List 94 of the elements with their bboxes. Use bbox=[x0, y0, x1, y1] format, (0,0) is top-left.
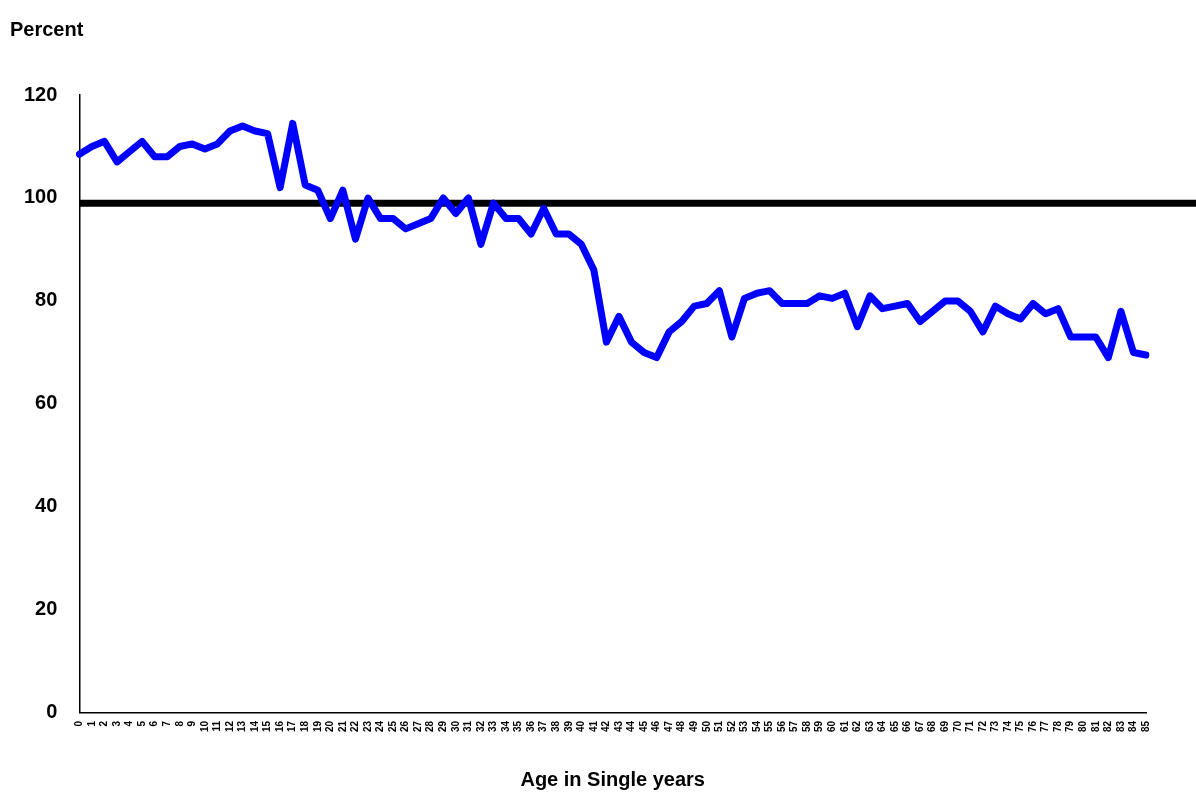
x-tick-label: 73 bbox=[989, 720, 1001, 732]
x-tick-label: 64 bbox=[876, 720, 888, 732]
x-tick-label: 41 bbox=[587, 720, 599, 732]
x-tick-label: 70 bbox=[951, 720, 963, 732]
x-tick-label: 33 bbox=[487, 720, 499, 732]
x-tick-label: 57 bbox=[788, 720, 800, 732]
x-tick-label: 2 bbox=[98, 720, 110, 727]
x-tick-label: 21 bbox=[336, 720, 348, 732]
x-tick-label: 23 bbox=[361, 720, 373, 732]
x-tick-label: 10 bbox=[198, 720, 210, 732]
x-tick-label: 60 bbox=[826, 720, 838, 732]
x-tick-label: 75 bbox=[1014, 720, 1026, 732]
x-tick-label: 31 bbox=[462, 720, 474, 732]
x-tick-label: 43 bbox=[612, 720, 624, 732]
x-tick-label: 56 bbox=[775, 720, 787, 732]
x-tick-label: 67 bbox=[913, 720, 925, 732]
x-tick-label: 9 bbox=[186, 720, 198, 727]
x-tick-label: 11 bbox=[211, 720, 223, 732]
y-tick-label: 60 bbox=[35, 391, 58, 414]
x-tick-label: 66 bbox=[901, 720, 913, 732]
x-tick-label: 14 bbox=[248, 720, 260, 732]
x-tick-label: 54 bbox=[750, 720, 762, 732]
x-tick-label: 83 bbox=[1114, 720, 1126, 732]
y-tick-label: 20 bbox=[35, 597, 58, 620]
x-tick-label: 26 bbox=[399, 720, 411, 732]
x-tick-label: 3 bbox=[110, 720, 122, 727]
x-tick-label: 12 bbox=[223, 720, 235, 732]
x-tick-label: 29 bbox=[437, 720, 449, 732]
x-tick-label: 81 bbox=[1089, 720, 1101, 732]
x-tick-label: 39 bbox=[562, 720, 574, 732]
x-tick-label: 74 bbox=[1001, 720, 1013, 732]
x-tick-label: 80 bbox=[1077, 720, 1089, 732]
x-tick-label: 7 bbox=[160, 720, 172, 727]
x-tick-label: 52 bbox=[725, 720, 737, 732]
x-tick-label: 0 bbox=[73, 720, 85, 727]
y-tick-label: 100 bbox=[23, 185, 58, 208]
x-tick-label: 27 bbox=[411, 720, 423, 732]
x-tick-label: 65 bbox=[888, 720, 900, 732]
x-tick-label: 38 bbox=[549, 720, 561, 732]
x-tick-label: 84 bbox=[1127, 720, 1139, 732]
x-tick-label: 62 bbox=[851, 720, 863, 732]
x-tick-label: 24 bbox=[374, 720, 386, 732]
x-tick-label: 45 bbox=[637, 720, 649, 732]
x-tick-label: 48 bbox=[675, 720, 687, 732]
x-tick-label: 1 bbox=[85, 720, 97, 727]
x-tick-label: 6 bbox=[148, 720, 160, 727]
x-tick-label: 61 bbox=[838, 720, 850, 732]
x-tick-label: 17 bbox=[286, 720, 298, 732]
x-tick-label: 34 bbox=[499, 720, 511, 732]
x-tick-label: 13 bbox=[236, 720, 248, 732]
x-tick-label: 78 bbox=[1051, 720, 1063, 732]
x-tick-label: 37 bbox=[537, 720, 549, 732]
x-tick-label: 79 bbox=[1064, 720, 1076, 732]
x-tick-label: 25 bbox=[386, 720, 398, 732]
x-tick-label: 32 bbox=[474, 720, 486, 732]
y-tick-label: 80 bbox=[35, 288, 58, 311]
x-tick-label: 68 bbox=[926, 720, 938, 732]
x-tick-label: 47 bbox=[662, 720, 674, 732]
x-tick-label: 5 bbox=[135, 720, 147, 727]
x-tick-label: 69 bbox=[938, 720, 950, 732]
y-tick-label: 120 bbox=[23, 82, 58, 105]
x-tick-label: 71 bbox=[964, 720, 976, 732]
x-tick-label: 85 bbox=[1139, 720, 1151, 732]
y-tick-label: 40 bbox=[35, 494, 58, 517]
x-tick-label: 44 bbox=[625, 720, 637, 732]
x-tick-label: 22 bbox=[349, 720, 361, 732]
x-tick-label: 16 bbox=[273, 720, 285, 732]
x-tick-label: 18 bbox=[298, 720, 310, 732]
x-tick-label: 15 bbox=[261, 720, 273, 732]
x-tick-label: 46 bbox=[650, 720, 662, 732]
x-tick-label: 76 bbox=[1026, 720, 1038, 732]
x-tick-label: 8 bbox=[173, 720, 185, 727]
x-tick-label: 51 bbox=[713, 720, 725, 732]
x-tick-label: 50 bbox=[700, 720, 712, 732]
x-tick-label: 77 bbox=[1039, 720, 1051, 732]
x-tick-label: 36 bbox=[524, 720, 536, 732]
x-tick-label: 28 bbox=[424, 720, 436, 732]
x-tick-label: 35 bbox=[512, 720, 524, 732]
x-tick-label: 30 bbox=[449, 720, 461, 732]
x-tick-label: 59 bbox=[813, 720, 825, 732]
x-tick-label: 58 bbox=[800, 720, 812, 732]
y-axis-title: Percent bbox=[10, 17, 84, 40]
x-tick-label: 42 bbox=[600, 720, 612, 732]
x-tick-label: 49 bbox=[688, 720, 699, 732]
x-tick-label: 53 bbox=[738, 720, 750, 732]
x-tick-label: 19 bbox=[311, 720, 323, 732]
x-tick-label: 55 bbox=[763, 720, 775, 732]
x-axis-title: Age in Single years bbox=[520, 767, 705, 790]
x-tick-label: 72 bbox=[976, 720, 988, 732]
x-tick-label: 20 bbox=[324, 720, 336, 732]
x-tick-label: 40 bbox=[575, 720, 587, 732]
x-tick-label: 82 bbox=[1102, 720, 1114, 732]
x-tick-label: 63 bbox=[863, 720, 875, 732]
x-tick-label: 4 bbox=[123, 720, 135, 727]
